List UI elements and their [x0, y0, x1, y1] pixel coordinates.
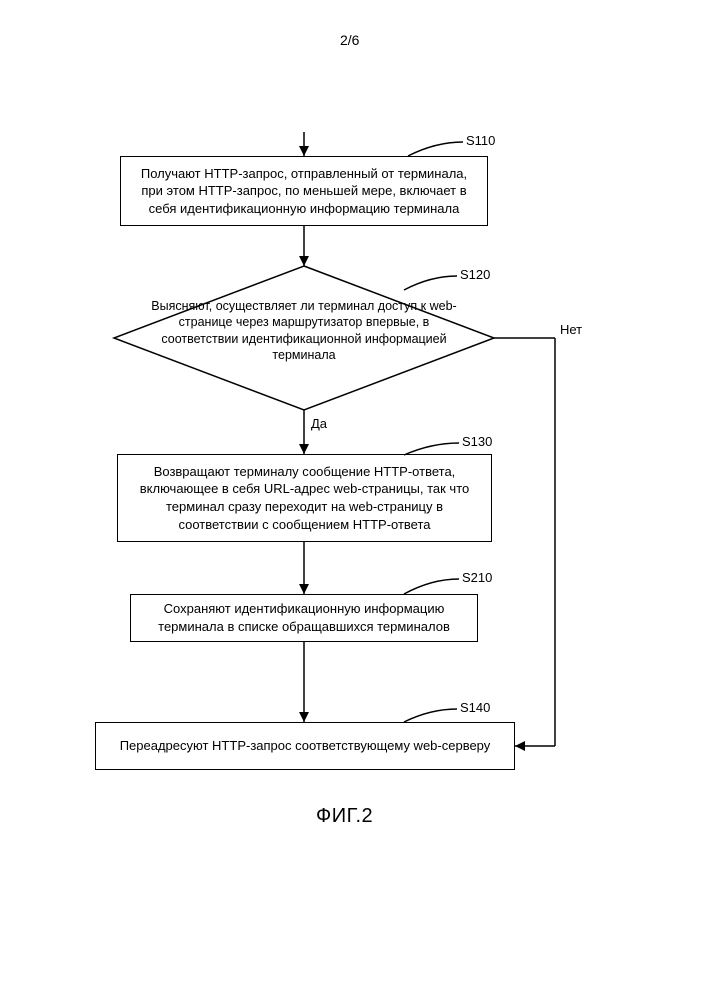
label-s140: S140	[460, 700, 490, 715]
step-s130-box: Возвращают терминалу сообщение HTTP-отве…	[117, 454, 492, 542]
label-yes: Да	[311, 416, 327, 431]
step-s210-text: Сохраняют идентификационную информацию т…	[139, 600, 469, 635]
label-no: Нет	[560, 322, 582, 337]
step-s140-text: Переадресуют HTTP-запрос соответствующем…	[120, 737, 491, 755]
step-s110-box: Получают HTTP-запрос, отправленный от те…	[120, 156, 488, 226]
page-number: 2/6	[340, 32, 359, 48]
step-s130-text: Возвращают терминалу сообщение HTTP-отве…	[126, 463, 483, 533]
label-s210: S210	[462, 570, 492, 585]
label-s130: S130	[462, 434, 492, 449]
step-s140-box: Переадресуют HTTP-запрос соответствующем…	[95, 722, 515, 770]
decision-s120-text: Выясняют, осуществляет ли терминал досту…	[151, 299, 456, 362]
figure-caption: ФИГ.2	[316, 805, 373, 828]
label-s110: S110	[466, 133, 495, 148]
diagram-canvas: 2/6 Получают HTTP-запрос, отправленный о…	[0, 0, 707, 1000]
step-s110-text: Получают HTTP-запрос, отправленный от те…	[129, 165, 479, 218]
decision-s120-text-wrap: Выясняют, осуществляет ли терминал досту…	[150, 298, 458, 363]
label-s120: S120	[460, 267, 490, 282]
step-s210-box: Сохраняют идентификационную информацию т…	[130, 594, 478, 642]
